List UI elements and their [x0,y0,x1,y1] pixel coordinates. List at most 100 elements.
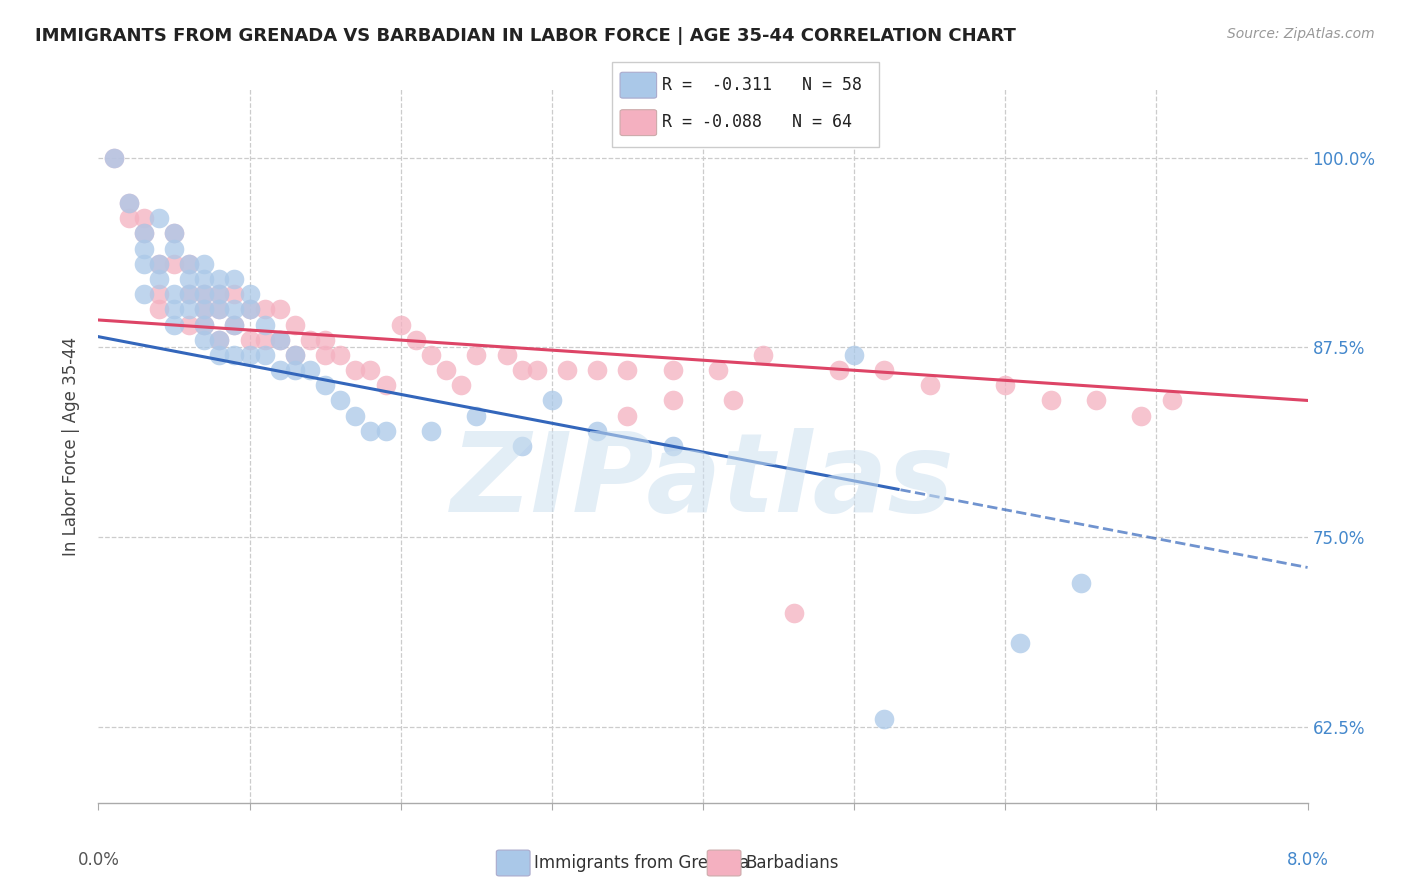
Point [314,333,336,347]
Point [193,333,215,347]
Point [224,348,246,362]
Point [1220,819,1243,833]
Text: 0.0%: 0.0% [77,851,120,870]
Point [405,333,427,347]
Point [193,318,215,332]
Point [163,227,186,241]
Point [163,257,186,271]
Point [239,348,262,362]
Point [132,287,155,301]
Point [148,272,170,286]
Point [299,333,322,347]
Point [208,348,231,362]
Point [179,287,201,301]
Text: Source: ZipAtlas.com: Source: ZipAtlas.com [1227,27,1375,41]
Point [118,196,141,211]
Point [284,318,307,332]
Text: ZIPatlas: ZIPatlas [451,428,955,535]
Point [541,393,564,408]
Point [208,302,231,317]
Point [269,333,291,347]
Point [163,287,186,301]
Point [132,242,155,256]
Point [662,363,685,377]
Point [193,302,215,317]
Point [163,318,186,332]
Point [586,363,609,377]
Point [389,318,412,332]
Point [616,409,638,423]
Point [179,302,201,317]
Point [662,393,685,408]
Point [918,378,941,392]
Point [374,424,396,438]
Point [284,348,307,362]
Point [193,287,215,301]
Point [1130,409,1153,423]
Point [179,257,201,271]
Point [752,348,775,362]
Point [420,348,443,362]
Point [239,302,262,317]
Point [208,302,231,317]
Point [783,606,806,620]
Point [329,348,352,362]
Point [253,348,276,362]
Point [269,302,291,317]
Point [329,393,352,408]
Point [1070,575,1092,590]
Point [253,318,276,332]
Text: 8.0%: 8.0% [1286,851,1329,870]
Point [239,287,262,301]
Point [465,348,488,362]
Point [662,439,685,453]
Point [434,363,457,377]
Point [344,363,367,377]
Point [465,409,488,423]
Point [193,272,215,286]
Point [179,272,201,286]
Point [284,363,307,377]
Point [208,333,231,347]
Point [103,151,125,165]
Point [873,712,896,726]
Point [360,424,382,438]
Point [224,287,246,301]
Point [450,378,472,392]
Point [208,287,231,301]
Point [1085,393,1108,408]
Point [374,378,396,392]
Point [239,302,262,317]
Point [224,318,246,332]
Point [555,363,578,377]
Point [208,287,231,301]
Point [707,363,730,377]
Point [495,348,517,362]
Point [132,211,155,226]
Point [224,302,246,317]
Point [193,318,215,332]
Point [193,302,215,317]
Text: Immigrants from Grenada: Immigrants from Grenada [534,854,749,872]
Point [344,409,367,423]
Point [193,287,215,301]
Point [510,439,533,453]
Point [132,257,155,271]
Point [314,378,336,392]
Point [179,257,201,271]
Point [360,363,382,377]
Point [132,227,155,241]
Point [420,424,443,438]
Point [224,272,246,286]
Point [208,333,231,347]
Point [103,151,125,165]
Point [118,196,141,211]
Point [844,348,866,362]
Text: R = -0.088   N = 64: R = -0.088 N = 64 [662,113,852,131]
Point [586,424,609,438]
Point [208,272,231,286]
Point [193,257,215,271]
Point [253,333,276,347]
Text: IMMIGRANTS FROM GRENADA VS BARBADIAN IN LABOR FORCE | AGE 35-44 CORRELATION CHAR: IMMIGRANTS FROM GRENADA VS BARBADIAN IN … [35,27,1017,45]
Point [132,227,155,241]
